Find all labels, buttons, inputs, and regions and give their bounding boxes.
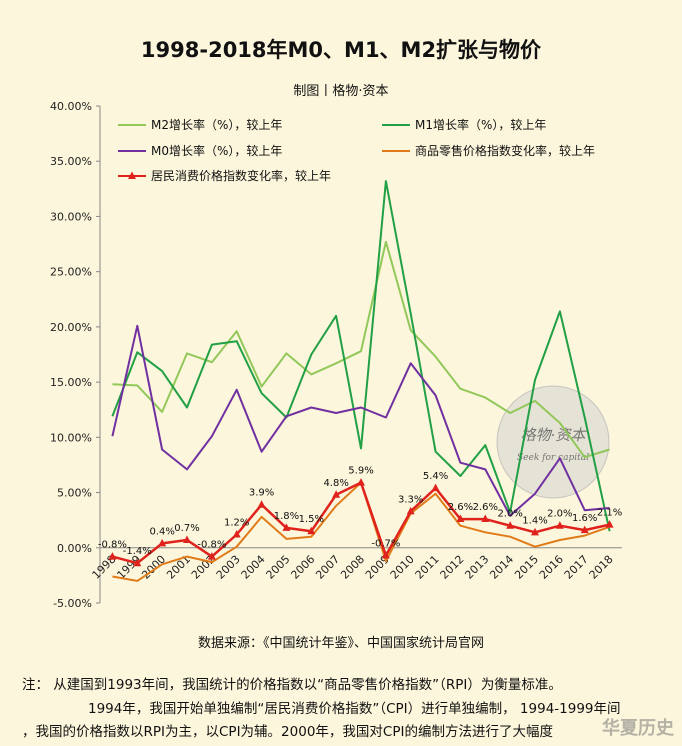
cpi-data-label: 2.6% (448, 502, 473, 513)
cpi-data-label: 2.0% (497, 509, 522, 520)
watermark-seal-subtext: Seek for capital (517, 453, 589, 463)
x-tick-label: 2016 (537, 553, 566, 582)
legend-entry: 商品零售价格指数变化率，较上年 (415, 143, 595, 158)
cpi-marker (282, 523, 291, 531)
cpi-marker (307, 526, 316, 535)
cpi-data-label: 2.1% (597, 508, 622, 519)
cpi-data-label: 1.6% (572, 513, 597, 524)
cpi-marker (506, 521, 515, 529)
cpi-marker (207, 552, 216, 560)
series-line-2 (111, 180, 611, 532)
x-tick-label: 2004 (239, 553, 268, 582)
cpi-data-label: 1.8% (274, 511, 299, 522)
cpi-data-label: 1.5% (299, 514, 324, 525)
x-tick-label: 2012 (438, 553, 467, 582)
cpi-marker (605, 520, 614, 528)
cpi-marker (332, 490, 341, 498)
cpi-marker (531, 527, 539, 536)
y-tick-label: 40.00% (50, 100, 92, 113)
cpi-marker (456, 514, 465, 523)
cpi-data-label: -1.4% (123, 546, 152, 557)
cpi-marker (580, 525, 589, 534)
x-tick-label: 2011 (413, 553, 442, 582)
y-tick-label: 15.00% (50, 376, 92, 389)
series-line-3 (111, 324, 610, 517)
legend-entry: M1增长率（%），较上年 (415, 117, 546, 132)
chart-title: 1998-2018年M0、M1、M2扩张与物价 (140, 38, 542, 62)
legend-entry: M2增长率（%），较上年 (151, 117, 282, 132)
y-tick-label: 25.00% (50, 266, 92, 279)
cpi-data-label: 1.4% (522, 515, 547, 526)
y-tick-label: 5.00% (57, 487, 92, 500)
y-tick-label: 20.00% (50, 321, 92, 334)
cpi-marker (381, 551, 390, 559)
watermark-seal (496, 385, 610, 499)
cpi-data-label: 0.4% (149, 526, 174, 537)
x-tick-label: 2014 (487, 553, 516, 582)
y-tick-label: 30.00% (50, 210, 92, 223)
cpi-data-label: 3.9% (249, 488, 274, 499)
x-tick-label: 2007 (313, 553, 342, 582)
cpi-marker (406, 506, 415, 515)
legend-entry: M0增长率（%），较上年 (151, 143, 282, 158)
footnote: 注： 从建国到1993年间，我国统计的价格指数以“商品零售价格指数”（RPI）为… (22, 674, 672, 745)
x-tick-label: 2017 (562, 553, 591, 582)
x-tick-label: 2008 (338, 553, 367, 582)
y-tick-label: 0.00% (57, 542, 92, 555)
cpi-marker (158, 538, 167, 547)
cpi-data-label: -0.7% (371, 539, 400, 550)
x-tick-label: 2010 (388, 553, 417, 582)
cpi-data-label: 5.4% (423, 471, 448, 482)
cpi-marker (481, 514, 490, 523)
footnote-line-1: 注： 从建国到1993年间，我国统计的价格指数以“商品零售价格指数”（RPI）为… (22, 677, 562, 693)
cpi-data-label: 3.3% (398, 494, 423, 505)
y-tick-label: 10.00% (50, 431, 92, 444)
series-line-1 (112, 240, 610, 459)
x-tick-label: 2006 (288, 553, 317, 582)
legend-entry: 居民消费价格指数变化率，较上年 (151, 168, 331, 183)
watermark-seal-text: 格物·资本 (521, 426, 588, 444)
data-source: 数据来源：《中国统计年鉴》、中国国家统计局官网 (197, 636, 484, 651)
corner-watermark: 华夏历史 (602, 718, 674, 739)
cpi-marker (183, 535, 191, 544)
cpi-marker (555, 521, 564, 529)
legend-marker (128, 171, 136, 179)
footnote-line-2: 1994年，我国开始单独编制“居民消费价格指数”（CPI）进行单独编制， 199… (88, 700, 621, 717)
cpi-marker (431, 483, 440, 492)
cpi-data-label: 2.0% (547, 509, 572, 520)
cpi-data-label: 5.9% (348, 466, 373, 477)
cpi-data-label: 0.7% (174, 523, 199, 534)
cpi-marker (108, 552, 117, 560)
cpi-marker (357, 478, 365, 486)
y-tick-label: -5.00% (53, 597, 92, 610)
footnote-line-3: ，我国的价格指数以RPI为主，以CPI为辅。2000年，我国对CPI的编制方法进… (22, 724, 553, 740)
cpi-data-label: -0.8% (197, 540, 226, 551)
cpi-marker (133, 558, 142, 567)
line-chart: -5.00% 0.00% 5.00% 10.00% 15.00% 20.00% 25.00%… (50, 100, 622, 610)
cpi-data-label: -0.8% (98, 540, 127, 551)
y-tick-label: 35.00% (50, 155, 92, 168)
cpi-data-label: 4.8% (323, 478, 348, 489)
x-tick-label: 2018 (587, 553, 616, 582)
cpi-data-label: 2.6% (473, 502, 498, 513)
x-tick-label: 2015 (512, 553, 541, 582)
x-tick-label: 2005 (264, 553, 293, 582)
chart-subtitle: 制图丨格物·资本 (293, 84, 389, 99)
cpi-marker (232, 530, 241, 538)
x-tick-label: 2013 (462, 553, 491, 582)
cpi-data-label: 1.2% (224, 518, 249, 529)
cpi-marker (257, 500, 266, 508)
